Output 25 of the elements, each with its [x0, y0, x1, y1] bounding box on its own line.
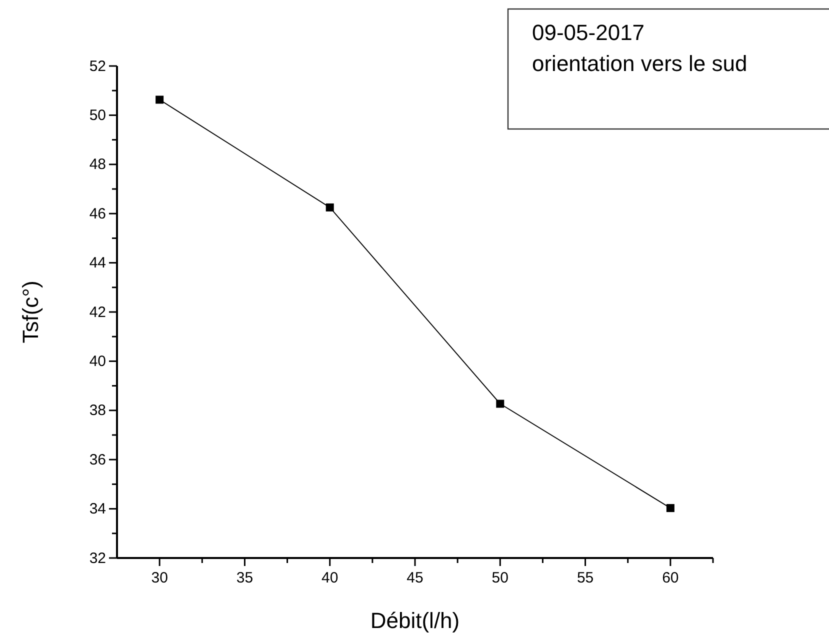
annotation: 09-05-2017 orientation vers le sud — [532, 20, 748, 76]
point — [156, 96, 164, 104]
y-tick-label: 34 — [89, 500, 106, 518]
x-tick-label: 30 — [151, 570, 168, 587]
y-tick-label: 44 — [89, 254, 106, 272]
y-tick-label: 36 — [89, 451, 106, 468]
x-axis-title: Débit(l/h) — [370, 608, 460, 633]
point — [326, 203, 334, 212]
y-tick-label: 48 — [89, 156, 106, 174]
y-tick-label: 52 — [89, 58, 106, 75]
y-tick-label: 50 — [89, 107, 106, 124]
y-axis-title: Tsf(c°) — [18, 280, 43, 344]
x-tick-label: 50 — [492, 570, 508, 587]
x-tick-label: 45 — [406, 570, 424, 587]
x-tick-label: 40 — [322, 570, 338, 587]
x-tick-label: 60 — [662, 570, 679, 587]
y-tick-label: 32 — [89, 550, 106, 567]
x-tick-label: 55 — [576, 570, 594, 587]
x-tick-label: 35 — [236, 570, 254, 587]
point — [496, 400, 504, 408]
y-tick-label: 40 — [89, 353, 106, 370]
y-tick-label: 46 — [89, 205, 106, 222]
point — [666, 504, 674, 512]
y-tick-label: 38 — [89, 402, 106, 420]
y-tick-label: 42 — [89, 304, 106, 321]
